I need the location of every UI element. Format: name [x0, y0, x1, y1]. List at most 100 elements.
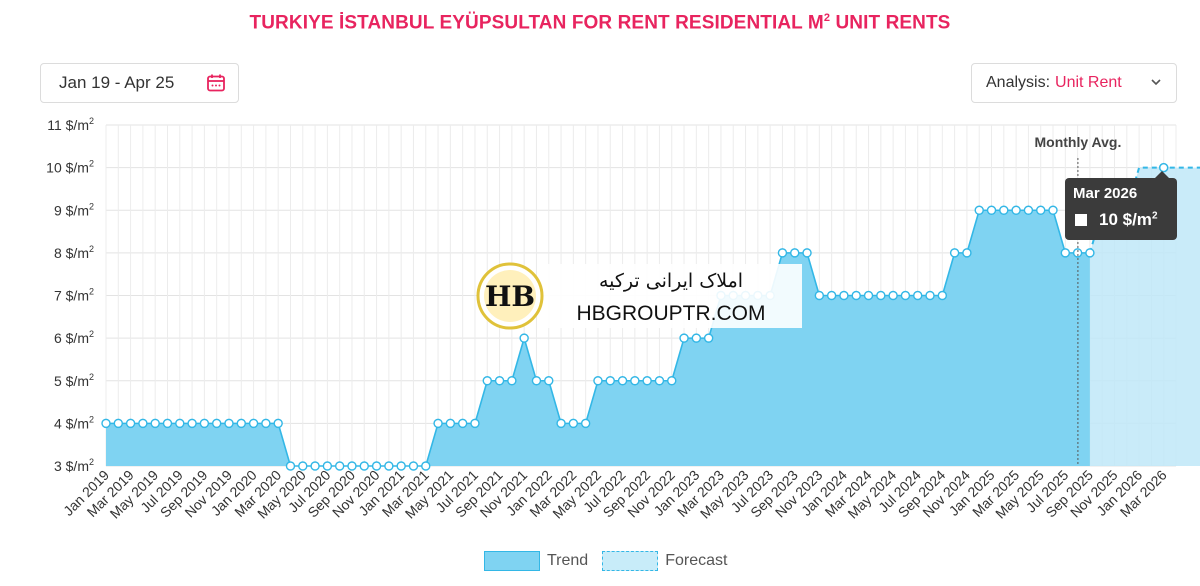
trend-point	[999, 205, 1009, 215]
trend-point	[125, 418, 136, 429]
trend-point	[1085, 248, 1095, 258]
trend-point	[482, 376, 492, 386]
trend-point	[900, 290, 911, 301]
y-tick-label: 10 $/m2	[46, 159, 94, 176]
trend-point	[162, 418, 173, 429]
y-tick-label: 5 $/m2	[54, 372, 94, 389]
trend-point	[261, 418, 271, 429]
chart-title: TURKIYE İSTANBUL EYÜPSULTAN FOR RENT RES…	[249, 12, 951, 34]
legend-forecast-label[interactable]: Forecast	[665, 552, 728, 569]
trend-point	[679, 333, 689, 343]
trend-point	[605, 376, 615, 386]
analysis-dropdown[interactable]: Analysis: Unit Rent	[971, 63, 1177, 103]
trend-point	[322, 461, 333, 471]
legend-trend-label[interactable]: Trend	[547, 552, 589, 569]
trend-point	[580, 418, 591, 429]
trend-point	[568, 418, 579, 429]
date-range-label: Jan 19 - Apr 25	[59, 73, 175, 92]
trend-point	[1060, 248, 1071, 258]
trend-point	[1072, 248, 1083, 258]
watermark-site-text: HBGROUPTR.COM	[576, 302, 766, 325]
trend-point	[298, 461, 308, 471]
trend-point	[913, 290, 923, 301]
trend-point	[507, 376, 517, 386]
trend-point	[384, 461, 394, 471]
trend-point	[445, 418, 456, 429]
trend-point	[1036, 205, 1046, 215]
trend-point	[826, 290, 837, 301]
trend-point	[150, 418, 160, 429]
trend-point	[334, 461, 345, 471]
trend-point	[1011, 205, 1021, 215]
trend-point	[667, 376, 677, 386]
trend-point	[851, 290, 861, 301]
tooltip-swatch	[1073, 212, 1089, 228]
trend-point	[396, 461, 406, 471]
trend-point	[777, 248, 788, 258]
trend-point	[211, 418, 222, 429]
trend-point	[937, 290, 948, 301]
trend-point	[421, 461, 431, 471]
trend-point	[593, 376, 603, 386]
trend-point	[962, 248, 972, 258]
hb-logo: HB	[476, 262, 544, 330]
trend-point	[986, 205, 997, 215]
trend-area	[106, 210, 1090, 466]
trend-point	[138, 418, 148, 429]
trend-point	[285, 461, 296, 471]
trend-point	[408, 461, 419, 471]
trend-point	[802, 248, 812, 258]
trend-point	[359, 461, 369, 471]
legend-forecast-swatch[interactable]	[602, 551, 659, 571]
watermark-persian-text: املاک ایرانی ترکیه	[598, 270, 744, 292]
trend-point	[974, 205, 984, 215]
tooltip-value: 10 $/m2	[1099, 210, 1158, 229]
trend-point	[175, 418, 185, 429]
trend-point	[630, 376, 640, 386]
trend-point	[1048, 205, 1058, 215]
tooltip-date: Mar 2026	[1073, 185, 1138, 202]
trend-point	[949, 248, 960, 258]
forecast-divider-label: Monthly Avg.	[1034, 134, 1121, 150]
trend-point	[273, 418, 283, 429]
forecast-area	[1089, 167, 1200, 466]
trend-point	[113, 418, 123, 429]
y-tick-label: 4 $/m2	[54, 414, 94, 431]
trend-point	[888, 290, 898, 301]
y-tick-label: 11 $/m2	[47, 116, 94, 133]
trend-point	[814, 290, 825, 301]
trend-point	[654, 376, 665, 386]
calendar-icon	[206, 73, 226, 98]
trend-point	[925, 290, 935, 301]
y-tick-label: 8 $/m2	[54, 244, 94, 261]
chart-legend: Trend Forecast	[484, 551, 727, 571]
trend-point	[531, 376, 542, 386]
y-tick-label: 3 $/m2	[54, 457, 94, 474]
analysis-label: Analysis:	[986, 74, 1051, 91]
svg-text:HB: HB	[485, 280, 535, 313]
trend-point	[101, 418, 111, 429]
trend-point	[617, 376, 628, 386]
analysis-value: Unit Rent	[1055, 74, 1122, 91]
trend-point	[519, 333, 529, 343]
trend-point	[691, 333, 702, 343]
legend-trend-swatch[interactable]	[484, 551, 540, 571]
trend-point	[199, 418, 210, 429]
trend-point	[790, 248, 800, 258]
trend-point	[863, 290, 874, 301]
trend-point	[224, 418, 234, 429]
y-tick-label: 7 $/m2	[54, 287, 94, 304]
date-range-picker[interactable]: Jan 19 - Apr 25	[40, 63, 239, 103]
trend-point	[371, 461, 382, 471]
trend-point	[470, 418, 480, 429]
watermark: HB املاک ایرانی ترکیه HBGROUPTR.COM	[476, 262, 802, 330]
y-tick-label: 9 $/m2	[54, 201, 94, 218]
trend-point	[347, 461, 357, 471]
trend-point	[494, 376, 505, 386]
trend-point	[556, 418, 566, 429]
trend-point	[703, 333, 714, 343]
trend-point	[310, 461, 320, 471]
trend-point	[544, 376, 554, 386]
trend-point	[457, 418, 468, 429]
y-tick-label: 6 $/m2	[54, 329, 94, 346]
